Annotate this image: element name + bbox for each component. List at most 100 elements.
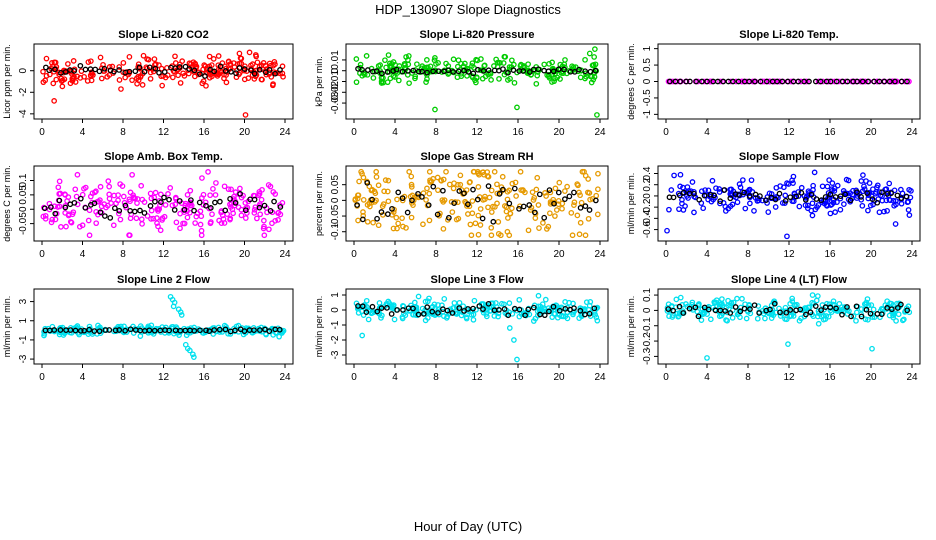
hourly-point: [101, 213, 108, 219]
hourly-point: [369, 303, 376, 310]
sample-point: [762, 315, 768, 322]
sample-point: [702, 187, 708, 193]
sample-point: [362, 306, 369, 312]
sample-point: [679, 200, 685, 207]
sample-point: [674, 310, 681, 317]
outlier-point: [359, 332, 366, 339]
y-axis-label: degrees C per min.: [2, 165, 12, 242]
sample-point: [426, 217, 433, 224]
sample-point: [853, 309, 860, 316]
outlier-point: [432, 106, 438, 113]
sample-point: [765, 209, 772, 215]
outlier-point: [246, 49, 253, 56]
hourly-point: [670, 307, 676, 314]
sample-point: [353, 56, 360, 62]
sample-point: [478, 56, 484, 62]
y-tick-label: -0.6: [642, 221, 653, 239]
hourly-point: [359, 303, 366, 310]
sample-point: [177, 225, 183, 232]
sample-point: [364, 218, 371, 225]
sample-point: [576, 231, 583, 238]
y-tick-label: 0: [642, 193, 653, 199]
hourly-point: [107, 214, 114, 221]
sample-point: [787, 313, 793, 320]
x-tick-label: 20: [865, 372, 877, 383]
sample-point: [56, 178, 63, 185]
sample-point: [390, 303, 397, 310]
sample-point: [583, 299, 590, 306]
sample-point: [113, 200, 119, 207]
sample-point: [861, 183, 867, 190]
plot-frame: [657, 165, 921, 242]
hourly-point: [136, 64, 143, 71]
sample-point: [443, 168, 449, 175]
sample-point: [424, 57, 430, 63]
hourly-point: [77, 195, 84, 202]
hourly-point: [461, 190, 467, 197]
x-tick-label: 0: [351, 372, 357, 383]
hourly-point: [511, 185, 518, 192]
sample-point: [593, 192, 600, 199]
hourly-point: [470, 70, 477, 77]
hourly-point: [693, 78, 700, 85]
sample-point: [378, 315, 384, 321]
sample-point: [185, 67, 191, 73]
hourly-point: [77, 62, 84, 69]
hourly-point: [474, 196, 481, 203]
sample-point: [232, 189, 239, 195]
hourly-point: [188, 197, 194, 203]
hourly-point: [546, 187, 553, 193]
hourly-point: [440, 187, 446, 194]
hourly-point: [86, 326, 93, 333]
sample-point: [378, 80, 385, 86]
sample-point: [488, 209, 495, 215]
sample-point: [424, 76, 430, 82]
sample-point: [257, 211, 264, 218]
sample-point: [696, 301, 702, 307]
hourly-point: [415, 311, 422, 318]
sample-point: [237, 185, 243, 192]
sample-point: [242, 200, 249, 206]
y-axis-label: degrees C per min.: [626, 43, 636, 120]
hourly-point: [858, 313, 865, 320]
sample-point: [475, 231, 482, 238]
x-axis-caption: Hour of Day (UTC): [414, 519, 522, 534]
sample-point: [408, 214, 415, 221]
sample-point: [815, 313, 821, 320]
sample-point: [503, 208, 510, 215]
sample-point: [455, 215, 462, 222]
y-tick-label: 0: [330, 197, 341, 203]
sample-point: [120, 193, 127, 200]
hourly-point: [434, 211, 441, 218]
sample-point: [899, 190, 906, 197]
hourly-point: [101, 65, 108, 72]
sample-point: [147, 190, 154, 197]
sample-point: [857, 78, 864, 85]
sample-point: [154, 220, 160, 227]
sample-point: [86, 232, 93, 239]
sample-point: [431, 57, 438, 64]
sample-point: [886, 312, 893, 319]
x-tick-label: 8: [745, 249, 751, 260]
hourly-point: [822, 194, 829, 200]
sample-point: [161, 213, 168, 220]
sample-point: [423, 197, 429, 203]
sample-point: [230, 60, 237, 66]
outlier-point: [514, 356, 520, 363]
sample-point: [438, 177, 444, 184]
hourly-point: [863, 306, 870, 313]
sample-point: [173, 324, 180, 331]
sample-point: [242, 215, 249, 221]
hourly-point: [898, 195, 905, 202]
sample-point: [424, 185, 430, 192]
hourly-point: [232, 327, 238, 334]
y-tick-label: -2: [18, 87, 29, 96]
hourly-point: [561, 66, 567, 73]
hourly-point: [531, 209, 538, 216]
hourly-point: [571, 68, 578, 75]
sample-point: [562, 57, 568, 63]
sample-point: [184, 191, 191, 198]
sample-point: [582, 56, 588, 63]
hourly-point: [363, 309, 370, 316]
sample-point: [126, 53, 133, 60]
